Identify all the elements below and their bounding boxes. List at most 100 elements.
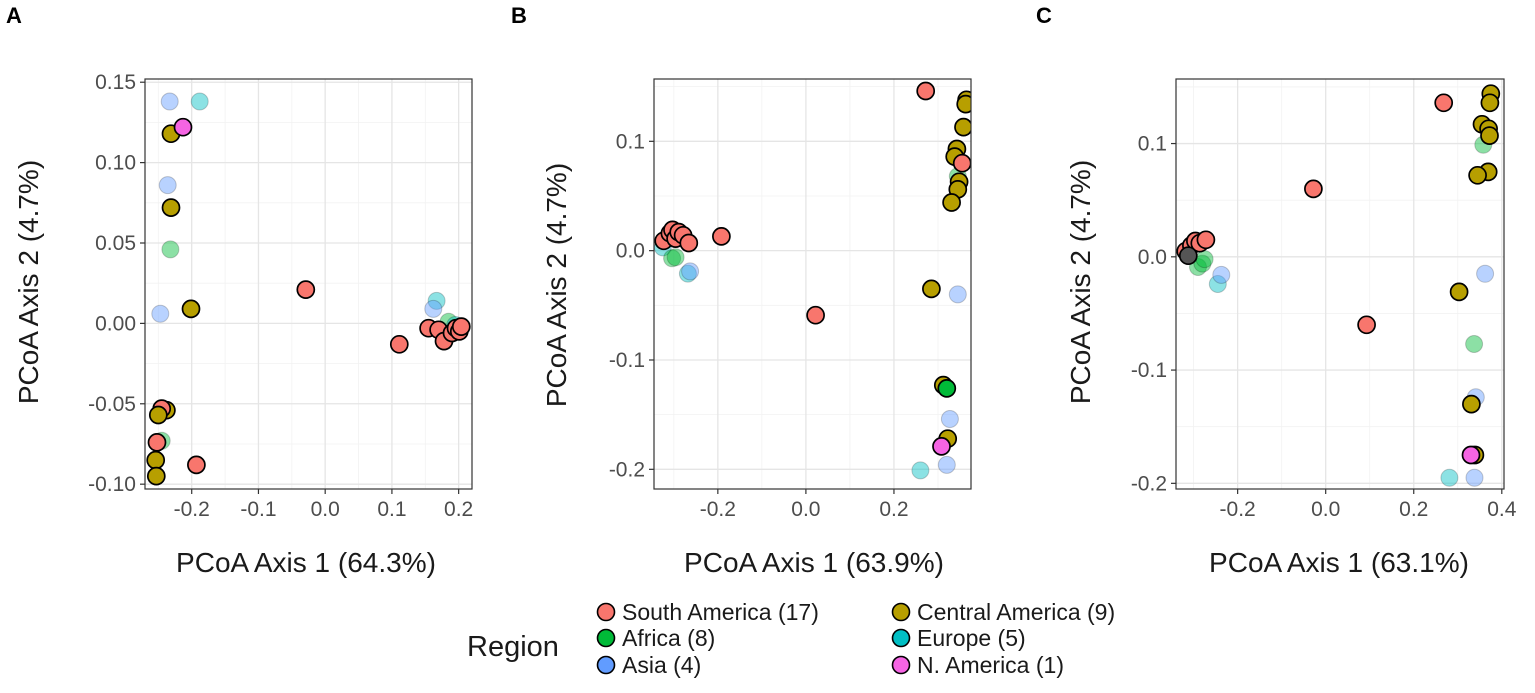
legend-key-africa [596,628,616,648]
panel-a-point-south-america [187,455,206,475]
panel-c-x-tick-label: 0.0 [1311,498,1340,521]
panel-a-label: A [6,3,22,28]
panel-b-point-asia [937,455,956,474]
panel-a-point-asia [160,92,179,111]
panel-b-y-tick-label: -0.1 [609,349,645,372]
panel-b-y-tick-label: -0.2 [609,458,645,481]
panel-a-point-central-america [161,198,181,217]
panel-c-point-central-america [1462,394,1481,414]
panel-b-point-europe [678,264,697,283]
legend-item-asia: Asia (4) [596,652,701,678]
panel-a-x-tick-label: -0.1 [240,498,276,521]
panel-c-y-axis-title: PCoA Axis 2 (4.7%) [1065,160,1096,404]
panel-a-point-asia [151,304,170,323]
panel-a-x-tick-label: -0.2 [174,498,210,521]
panel-c-point-black [1178,246,1198,266]
panel-b-point-central-america [942,193,961,212]
panel-c-point-europe [1440,468,1459,487]
panel-b-background [654,79,971,489]
panel-b-label: B [511,3,527,28]
panel-c-point-central-america [1449,282,1469,302]
panel-a-x-tick-label: 0.2 [444,498,473,521]
panel-c-border [1175,78,1505,490]
panel-c-y-tick-label: -0.2 [1131,472,1167,495]
panel-b-point-south-america [712,227,731,246]
panel-c-point-africa [1465,335,1484,353]
panel-c-point-europe [1208,275,1227,293]
panel-b-point-south-america [679,233,699,253]
legend-key-n-america [891,655,911,675]
panel-c-point-south-america [1357,315,1376,335]
panel-b-point-africa [937,379,957,398]
panel-c-y-tick-label: 0.0 [1138,246,1167,269]
panel-a-plot-area: -0.2 -0.1 0.0 0.1 0.2 -0.10 -0.05 0.00 0.05 0.10 0… [88,71,473,521]
legend-title: Region [467,631,559,663]
legend-key-europe [891,628,911,648]
panel-a-x-tick-label: 0.0 [311,498,340,521]
legend-item-europe: Europe (5) [891,625,1026,651]
panel-b-y-tick-label: 0.0 [616,240,645,263]
panel-c: C -0.2 0.0 0.2 0.4 -0.2 -0.1 0.0 0.1 PCoA Axis … [1036,3,1517,578]
panel-b-point-central-america [922,279,941,299]
panel-b-y-axis-title: PCoA Axis 2 (4.7%) [541,163,572,407]
legend-label-central-america: Central America (9) [917,599,1115,625]
panel-a-y-tick-label: -0.05 [88,393,136,416]
panel-b-point-central-america [954,117,971,137]
panel-a-point-africa [161,240,180,259]
panel-b-point-south-america [806,305,825,325]
panel-c-y-tick-label: 0.1 [1138,133,1167,156]
legend-item-n-america: N. America (1) [891,652,1064,678]
panel-b-y-tick-label: 0.1 [616,130,645,153]
panel-c-point-south-america [1196,230,1216,250]
panel-b-point-central-america [956,94,971,114]
legend-key-central-america [891,602,911,622]
legend-key-south-america [596,602,616,622]
panel-c-point-n-america [1461,445,1481,465]
panel-a-y-tick-label: 0.15 [95,71,136,94]
panel-a: A -0.2 -0.1 0.0 0.1 0.2 -0.10 -0.05 0.00 0.05 0.1… [6,3,473,578]
legend-label-africa: Africa (8) [622,625,715,651]
panel-a-point-south-america [147,433,167,452]
panel-b-point-asia [948,285,967,304]
panel-c-point-asia [1465,468,1484,487]
panel-b-point-south-america [952,153,971,173]
panel-c-point-africa [1195,250,1214,269]
panel-c-y-tick-label: -0.1 [1131,359,1167,382]
panel-a-point-central-america [146,466,166,486]
panel-b-plot-area: -0.2 0.0 0.2 -0.2 -0.1 0.0 0.1 [609,78,972,521]
panel-c-x-tick-label: -0.2 [1220,498,1256,521]
panel-a-point-central-america [181,299,201,319]
panel-a-y-tick-label: 0.00 [95,312,136,335]
panel-a-point-central-america [148,405,168,425]
panel-c-point-south-america [1434,93,1454,113]
legend-item-central-america: Central America (9) [891,599,1115,625]
panel-a-point-asia [424,299,443,318]
legend-label-asia: Asia (4) [622,652,701,678]
panel-c-x-axis-title: PCoA Axis 1 (63.1%) [1209,547,1469,578]
panel-c-point-central-america [1468,165,1487,185]
panel-b-point-africa [666,248,685,267]
panel-a-y-axis-title: PCoA Axis 2 (4.7%) [13,160,44,404]
legend-label-n-america: N. America (1) [917,652,1064,678]
panel-b: B -0.2 0.0 0.2 -0.2 -0.1 0.0 0.1 PCoA Axis 1 (… [511,3,972,578]
panel-b-point-asia [681,262,700,281]
panel-b-x-tick-label: -0.2 [700,498,736,521]
panel-a-point-south-america [296,280,316,299]
panel-a-point-south-america [451,317,471,336]
panel-c-point-south-america [1304,179,1323,199]
panel-a-y-tick-label: -0.10 [88,473,136,496]
panel-a-point-europe [190,92,209,111]
panel-b-x-tick-label: 0.0 [791,498,820,521]
panel-b-border [653,78,972,490]
panel-a-y-tick-label: 0.05 [95,232,136,255]
legend-item-africa: Africa (8) [596,625,715,651]
legend-key-asia [596,655,616,675]
panel-a-x-tick-label: 0.1 [377,498,406,521]
panel-a-point-central-america [146,450,166,470]
panel-a-point-south-america [389,334,409,354]
panel-c-background [1176,79,1504,489]
legend-label-europe: Europe (5) [917,625,1026,651]
panel-c-point-asia [1212,265,1231,284]
panel-c-plot-area: -0.2 0.0 0.2 0.4 -0.2 -0.1 0.0 0.1 [1131,78,1517,521]
